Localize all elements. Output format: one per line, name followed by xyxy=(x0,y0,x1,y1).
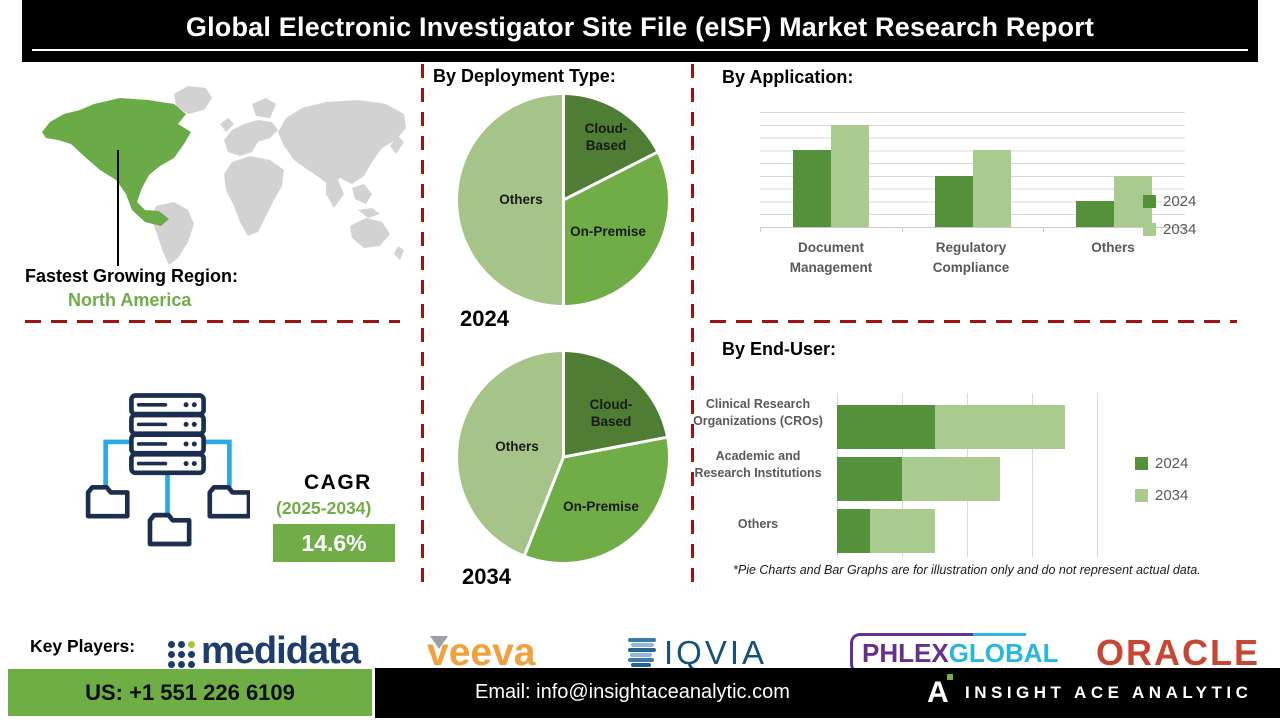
category-label-cros: Clinical Research Organizations (CROs) xyxy=(693,397,823,428)
pie-slice-label-others: Others xyxy=(495,439,539,454)
legend-label-2024: 2024 xyxy=(1155,455,1189,472)
brand-name: INSIGHT ACE ANALYTIC xyxy=(965,683,1253,702)
cagr-label: CAGR xyxy=(304,471,372,494)
map-continents xyxy=(151,86,406,265)
legend-item-2034: 2034 xyxy=(1135,487,1188,504)
segment-others-2034 xyxy=(869,509,935,553)
brand-lockup: A INSIGHT ACE ANALYTIC xyxy=(927,674,1253,710)
category-label-others: Others xyxy=(737,517,779,531)
bar-regulatory-compliance-2034 xyxy=(972,150,1011,227)
phone-number: US: +1 551 226 6109 xyxy=(85,679,295,705)
separator-col-left xyxy=(421,64,424,586)
fastest-region-label: Fastest Growing Region: xyxy=(25,266,239,286)
bar-row-others xyxy=(837,509,1097,553)
application-section-title: By Application: xyxy=(722,67,854,87)
pie-slice-label-others: Others xyxy=(499,192,543,207)
logo-green-dot xyxy=(947,674,953,680)
map-pointer-line xyxy=(117,150,119,266)
legend-item-2034: 2034 xyxy=(1143,221,1196,238)
segment-academic-2024 xyxy=(837,457,902,501)
legend-swatch-2024 xyxy=(1135,457,1148,470)
segment-others-2024 xyxy=(837,509,870,553)
bar-others-2024 xyxy=(1076,201,1115,227)
pie-slice-label-cloud-based: Cloud-Based xyxy=(584,121,628,153)
axis-tick xyxy=(760,227,761,232)
cagr-value-badge: 14.6% xyxy=(273,524,395,562)
segment-cros-2024 xyxy=(837,405,935,449)
disclaimer-footnote: *Pie Charts and Bar Graphs are for illus… xyxy=(733,563,1201,577)
veeva-triangle-icon xyxy=(430,636,448,649)
bar-row-cros xyxy=(837,405,1097,449)
separator-left xyxy=(25,320,400,323)
deployment-section-title: By Deployment Type: xyxy=(433,66,616,86)
key-players-label: Key Players: xyxy=(30,636,136,656)
segment-cros-2034 xyxy=(934,405,1065,449)
bar-document-management-2034 xyxy=(830,124,869,227)
insight-ace-logo-icon: A xyxy=(927,674,953,710)
legend-swatch-2034 xyxy=(1135,489,1148,502)
logo-medidata: medidata xyxy=(201,630,361,672)
axis-tick xyxy=(1184,227,1185,232)
map-region-north-america xyxy=(42,98,191,226)
world-map xyxy=(42,86,406,265)
legend-item-2024: 2024 xyxy=(1135,455,1188,472)
pie-year-2024: 2024 xyxy=(460,306,509,331)
server-folders-icon xyxy=(85,393,250,547)
logo-iqvia: IQVIA xyxy=(664,634,768,671)
phone-banner: US: +1 551 226 6109 xyxy=(8,669,372,716)
medidata-dots-icon xyxy=(168,641,195,668)
cagr-period: (2025-2034) xyxy=(276,498,372,518)
separator-col-right xyxy=(691,64,694,586)
category-label-regulatory-compliance: Regulatory Compliance xyxy=(932,240,1010,275)
axis-tick xyxy=(901,227,903,232)
legend-label-2024: 2024 xyxy=(1163,193,1197,210)
enduser-chart xyxy=(837,393,1098,557)
pie-year-2034: 2034 xyxy=(462,564,511,589)
bar-regulatory-compliance-2024 xyxy=(934,175,973,227)
bar-document-management-2024 xyxy=(792,150,831,227)
pie-slice-label-cloud-based: Cloud-Based xyxy=(589,397,633,429)
legend-label-2034: 2034 xyxy=(1155,487,1189,504)
pie-slice-label-on-premise: On-Premise xyxy=(563,499,639,514)
phlex-bracket-top xyxy=(973,633,1027,636)
report-title-bar: Global Electronic Investigator Site File… xyxy=(22,0,1258,62)
legend-swatch-2024 xyxy=(1143,195,1156,208)
enduser-section-title: By End-User: xyxy=(722,339,837,359)
pie-chart-2024: Cloud-Based On-Premise Others xyxy=(458,95,668,305)
category-label-document-management: Document Management xyxy=(789,240,873,275)
legend-item-2024: 2024 xyxy=(1143,193,1196,210)
logo-veeva: veeva xyxy=(427,631,536,674)
category-label-academic: Academic and Research Institutions xyxy=(694,449,822,480)
title-underline xyxy=(32,49,1248,51)
footer-bar: Email: info@insightaceanalytic.com A INS… xyxy=(375,668,1280,718)
segment-academic-2034 xyxy=(902,457,1000,501)
legend-label-2034: 2034 xyxy=(1163,221,1197,238)
pie-chart-2034: Cloud-Based On-Premise Others xyxy=(458,352,668,562)
category-label-others: Others xyxy=(1091,240,1135,255)
fastest-region-value: North America xyxy=(68,290,192,310)
report-title: Global Electronic Investigator Site File… xyxy=(185,12,1095,42)
axis-tick xyxy=(1043,227,1045,232)
email-address: Email: info@insightaceanalytic.com xyxy=(475,681,790,703)
separator-right xyxy=(710,320,1237,323)
bar-row-academic xyxy=(837,457,1097,501)
legend-swatch-2034 xyxy=(1143,223,1156,236)
application-chart xyxy=(760,112,1185,232)
cagr-value: 14.6% xyxy=(301,529,367,556)
logo-oracle: ORACLE xyxy=(1096,632,1260,673)
pie-slice-label-on-premise: On-Premise xyxy=(570,224,646,239)
iqvia-stripes-icon xyxy=(628,638,658,669)
